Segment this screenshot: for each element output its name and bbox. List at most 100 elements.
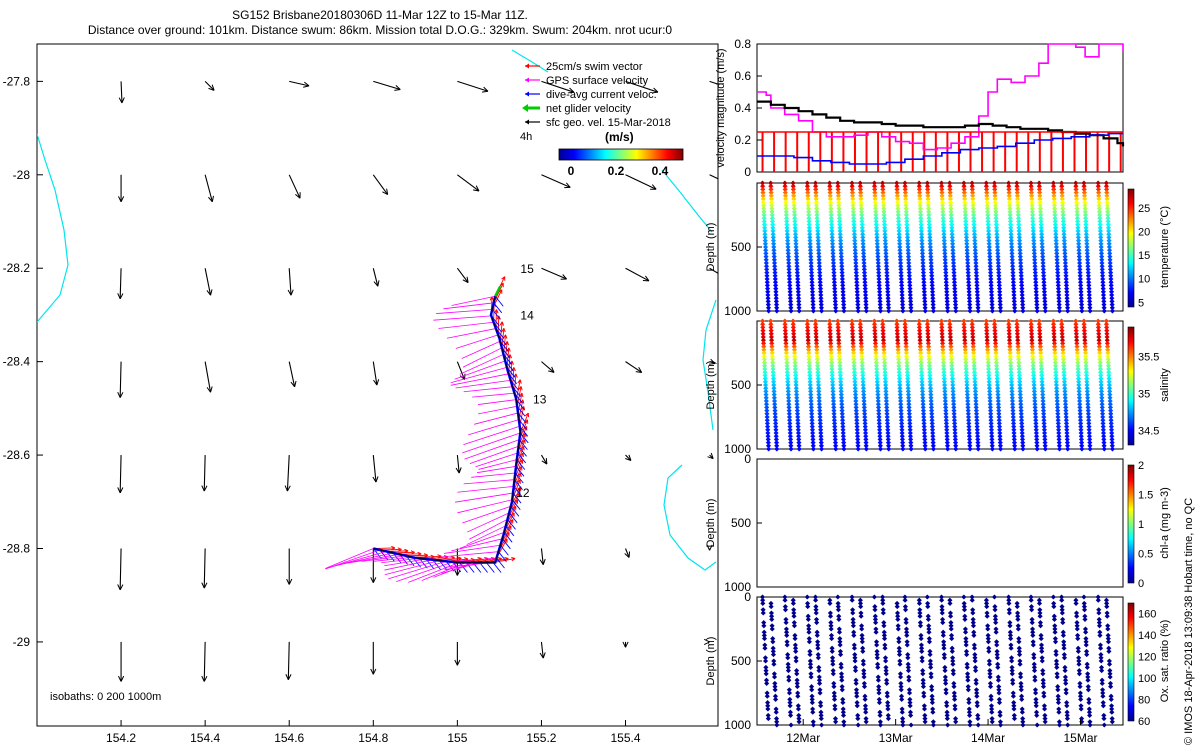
geo-vector-head: [118, 196, 125, 203]
scatter-point: [967, 298, 973, 304]
swim-vector-head: [501, 328, 506, 333]
scatter-point: [1019, 286, 1025, 292]
figure-title: SG152 Brisbane20180306D 11-Mar 12Z to 15…: [232, 8, 528, 22]
scatter-point: [874, 234, 880, 240]
scatter-point: [873, 206, 879, 212]
velocity-plot-area: [756, 43, 1124, 173]
gps-velocity-vector: [454, 360, 506, 380]
scatter-point: [818, 305, 824, 311]
gps-velocity-vector: [361, 555, 407, 562]
scatter-point: [877, 298, 883, 304]
scatter-point: [896, 234, 902, 240]
scatter-point: [928, 250, 934, 256]
scatter-point: [1007, 202, 1013, 208]
map-ytick-label: -28.6: [3, 448, 31, 462]
map-ytick-label: -28: [13, 168, 31, 182]
scatter-point: [1032, 260, 1038, 266]
gps-velocity-vector: [325, 548, 374, 569]
gps-velocity-vector: [455, 334, 499, 349]
geo-vector: [119, 268, 122, 299]
geo-vector-head: [117, 487, 124, 494]
scatter-point: [1032, 273, 1039, 279]
scatter-point: [966, 289, 972, 295]
scatter-point: [1031, 238, 1037, 244]
isobath-contours: [37, 49, 717, 571]
scatter-point: [952, 286, 958, 292]
geo-vector-head: [295, 192, 301, 199]
scatter-point: [815, 234, 821, 240]
geo-vector-head: [208, 195, 214, 203]
time-xtick-label: 14Mar: [971, 731, 1005, 745]
scatter-point: [774, 305, 780, 311]
scatter-point: [840, 295, 846, 301]
scatter-point: [854, 295, 861, 301]
geo-vector: [289, 80, 310, 87]
geo-vector-head: [286, 578, 293, 585]
section-colorbar: [1127, 464, 1135, 584]
scatter-point: [814, 215, 820, 221]
geo-vector-head: [635, 367, 643, 373]
section-panel-0: 500 1000 Depth (m) 5 10 15 20 25 temperature (°C…: [705, 180, 1171, 318]
scatter-point: [836, 215, 843, 221]
scatter-point: [1028, 183, 1034, 189]
scatter-point: [1029, 193, 1035, 199]
scatter-point: [984, 206, 991, 212]
scatter-point: [900, 308, 906, 314]
scatter-point: [1016, 234, 1022, 240]
section-colorbar: [1127, 326, 1135, 446]
scatter-point: [765, 298, 771, 304]
scatter-point: [927, 234, 933, 240]
scatter-point: [783, 196, 789, 202]
velocity-ylabel: velocity magnitude (m/s): [715, 48, 727, 167]
scatter-point: [1031, 247, 1037, 253]
scatter-point: [975, 308, 981, 314]
scatter-point: [872, 196, 878, 202]
scatter-point: [921, 273, 927, 279]
scatter-point: [926, 215, 932, 221]
scatter-point: [899, 292, 905, 298]
section-ylabel: Depth (m): [705, 223, 717, 272]
scatter-point: [773, 295, 779, 301]
scatter-point: [907, 286, 913, 292]
section-ytick-label: 0: [744, 590, 751, 604]
current-vector: [492, 562, 502, 573]
scatter-point: [903, 202, 909, 208]
colorbar-tick-label: 35: [1138, 388, 1150, 400]
scatter-point: [850, 202, 856, 208]
scatter-point: [921, 286, 927, 292]
scatter-point: [925, 202, 931, 208]
scatter-point: [791, 206, 797, 212]
gps-velocity-vector: [396, 561, 453, 583]
swim-vector-head: [503, 334, 508, 339]
scatter-point: [794, 260, 800, 266]
glider-track-layer: 15 14 13 12: [325, 262, 547, 583]
geo-vector: [204, 361, 212, 393]
gps-velocity-vector: [384, 558, 427, 567]
scatter-point: [904, 215, 910, 221]
section-ytick-label: 500: [731, 240, 751, 254]
scatter-point: [862, 286, 868, 292]
scatter-point: [963, 218, 969, 224]
map-ytick-label: -28.2: [3, 261, 31, 275]
scatter-point: [858, 196, 864, 202]
scatter-point: [761, 202, 767, 208]
isobaths-label: isobaths: 0 200 1000m: [50, 691, 161, 703]
scatter-point: [1038, 218, 1044, 224]
scatter-point: [1016, 218, 1022, 224]
scatter-point: [886, 305, 892, 311]
scatter-point: [1011, 286, 1017, 292]
colorbar-tick-label: 160: [1138, 609, 1156, 621]
scatter-point: [993, 215, 999, 221]
gps-velocity-vector: [440, 551, 499, 558]
scatter-point: [873, 215, 879, 221]
scatter-point: [881, 218, 887, 224]
scatter-point: [989, 292, 995, 298]
swim-vector: [492, 558, 516, 563]
scatter-point: [1006, 196, 1012, 202]
scatter-point: [974, 292, 980, 298]
scatter-point: [850, 196, 856, 202]
velocity-ytick-label: 0.6: [734, 69, 751, 83]
current-vector: [452, 561, 462, 573]
scatter-point: [792, 215, 798, 221]
scatter-point: [1015, 206, 1021, 212]
